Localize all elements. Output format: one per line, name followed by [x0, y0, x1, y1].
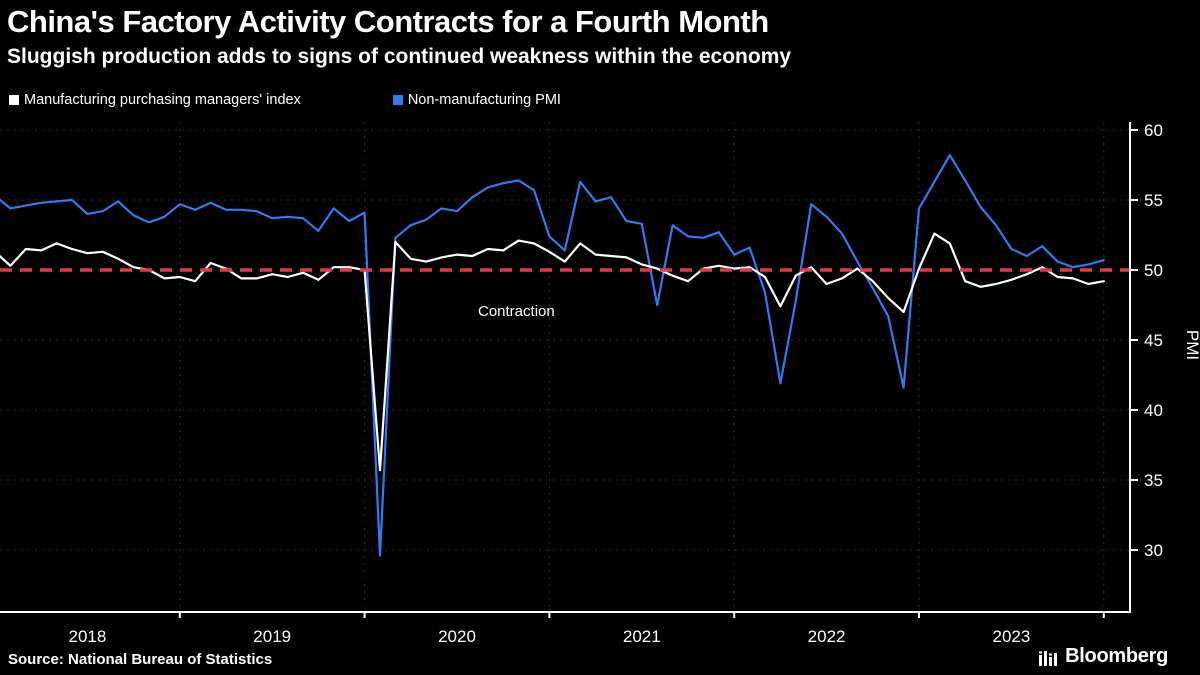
- legend-swatch-manufacturing-icon: [9, 95, 19, 105]
- bloomberg-icon: [1039, 651, 1058, 666]
- source-note: Source: National Bureau of Statistics: [8, 651, 273, 668]
- y-axis-title: PMI: [1183, 330, 1200, 360]
- x-tick-label: 2018: [68, 627, 106, 646]
- x-tick-label: 2023: [992, 627, 1030, 646]
- manufacturing-pmi-line: [0, 232, 1105, 472]
- x-tick-label: 2020: [438, 627, 476, 646]
- x-tick-label: 2019: [253, 627, 291, 646]
- bloomberg-logo: Bloomberg: [1039, 645, 1168, 668]
- legend-label-manufacturing: Manufacturing purchasing managers' index: [24, 92, 301, 108]
- legend-swatch-non-manufacturing-icon: [392, 95, 403, 105]
- legend-item-non-manufacturing: Non-manufacturing PMI: [392, 92, 561, 108]
- page-subtitle: Sluggish production adds to signs of con…: [7, 45, 792, 68]
- bloomberg-wordmark: Bloomberg: [1065, 645, 1168, 667]
- non-manufacturing-pmi-line: [0, 154, 1105, 557]
- y-tick-label: 50: [1144, 261, 1163, 280]
- legend-label-non-manufacturing: Non-manufacturing PMI: [407, 92, 561, 108]
- chart-legend: Manufacturing purchasing managers' index…: [9, 92, 561, 108]
- x-tick-label: 2022: [808, 627, 846, 646]
- x-tick-label: 2021: [623, 627, 661, 646]
- y-tick-label: 35: [1144, 471, 1163, 490]
- y-tick-label: 30: [1144, 541, 1163, 560]
- legend-item-manufacturing: Manufacturing purchasing managers' index: [9, 92, 301, 108]
- y-tick-label: 55: [1144, 191, 1163, 210]
- y-tick-label: 60: [1144, 121, 1163, 140]
- page-title: China's Factory Activity Contracts for a…: [7, 4, 769, 39]
- contraction-label: Contraction: [478, 303, 555, 320]
- y-tick-label: 45: [1144, 331, 1163, 350]
- y-tick-label: 40: [1144, 401, 1163, 420]
